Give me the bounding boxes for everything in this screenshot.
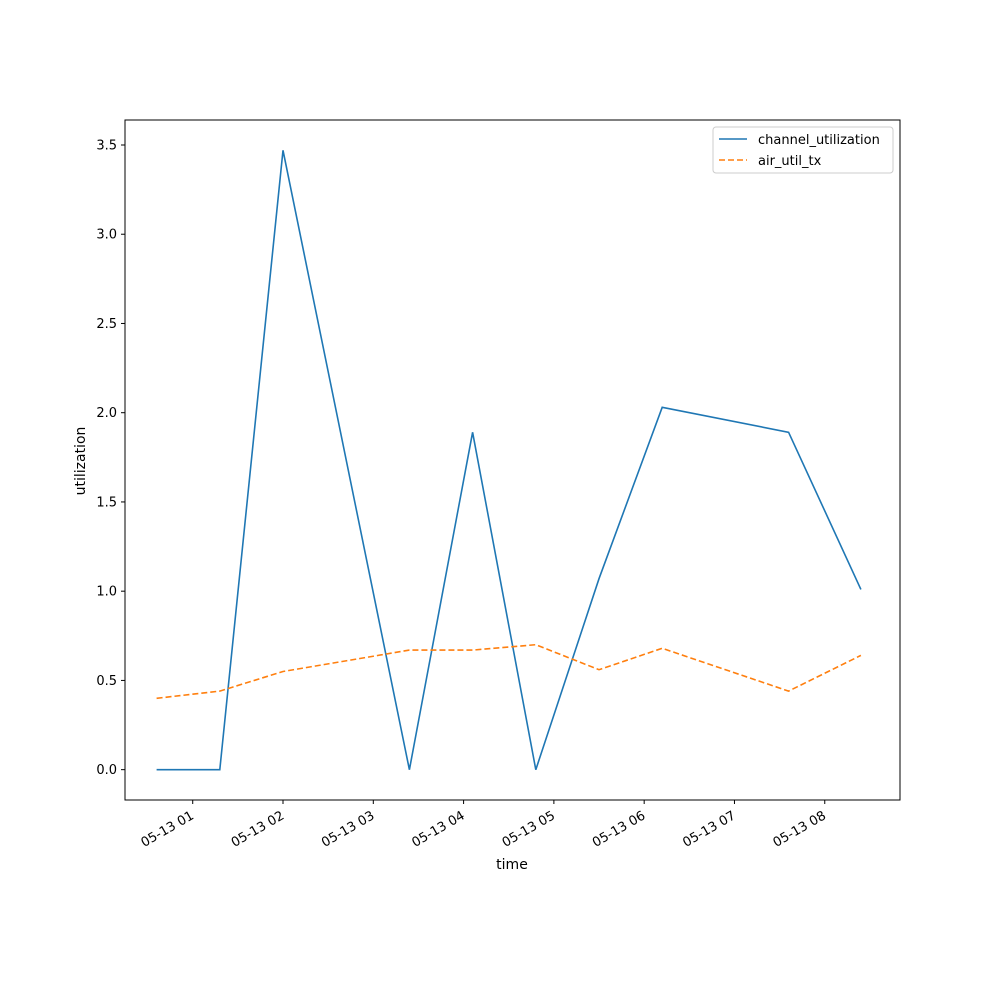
y-tick-label: 2.5 <box>96 317 117 332</box>
y-tick-label: 1.5 <box>96 495 117 510</box>
y-axis-label: utilization <box>73 427 89 496</box>
legend-box <box>712 126 894 174</box>
series-line-channel-utilization <box>156 150 862 771</box>
y-tick-label: 1.0 <box>96 585 117 600</box>
legend-label-channel-utilization: channel_utilization <box>758 133 880 148</box>
plot-area <box>156 150 862 771</box>
legend: channel_utilization air_util_tx <box>712 126 894 174</box>
y-tick-label: 0.0 <box>96 763 117 778</box>
axes-frame <box>124 119 901 801</box>
series-line-air-util-tx <box>156 643 862 700</box>
x-axis-label: time <box>496 857 528 873</box>
y-tick-label: 3.0 <box>96 228 117 243</box>
y-tick-label: 3.5 <box>96 138 117 153</box>
y-tick-label: 2.0 <box>96 406 117 421</box>
legend-label-air-util-tx: air_util_tx <box>758 154 822 169</box>
y-tick-label: 0.5 <box>96 674 117 689</box>
